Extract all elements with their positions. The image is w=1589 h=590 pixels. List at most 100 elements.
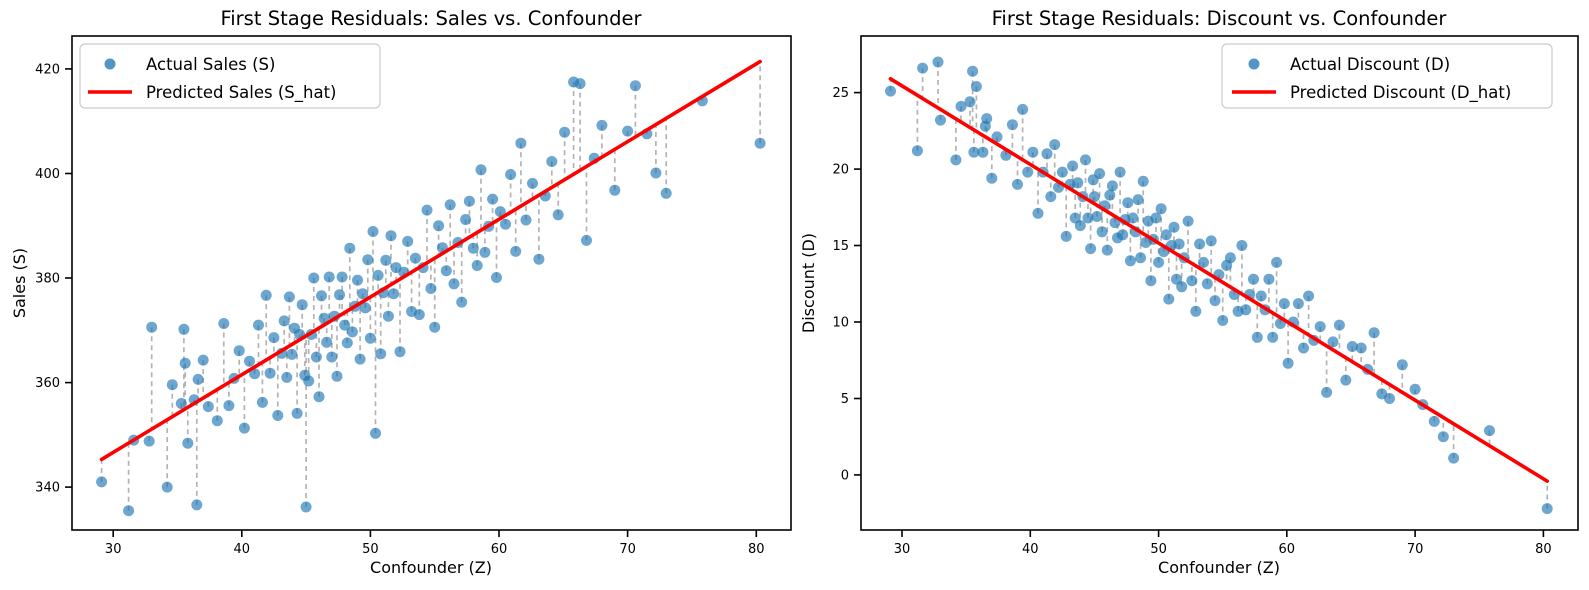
y-tick-label: 10	[832, 316, 849, 331]
x-tick-label: 50	[362, 542, 379, 557]
scatter-point	[1267, 331, 1279, 343]
scatter-point	[596, 119, 608, 131]
scatter-point	[357, 288, 369, 300]
scatter-point	[1072, 177, 1084, 189]
scatter-point	[1255, 290, 1267, 302]
x-tick-label: 80	[1535, 542, 1552, 557]
regression-line	[888, 77, 1549, 483]
scatter-point	[970, 81, 982, 92]
scatter-point	[166, 379, 178, 391]
scatter-point	[1201, 278, 1213, 290]
scatter-point	[1205, 235, 1217, 247]
scatter-point	[981, 113, 993, 125]
axes-spines	[860, 35, 1579, 531]
scatter-point	[977, 146, 989, 158]
scatter-point	[192, 373, 204, 385]
scatter-point	[143, 435, 155, 447]
scatter-point	[178, 323, 190, 335]
scatter-point	[364, 332, 376, 344]
scatter-point	[394, 346, 406, 358]
scatter-point	[1117, 229, 1129, 241]
plot-area: 30 40 50 60 70 80 340 360 380 400 420	[35, 35, 792, 557]
scatter-point	[1094, 168, 1106, 180]
scatter-point	[146, 321, 158, 333]
scatter-point	[622, 125, 634, 137]
scatter-point	[211, 415, 223, 427]
scatter-point	[510, 245, 522, 257]
scatter-point	[448, 278, 460, 290]
scatter-point	[352, 274, 363, 286]
scatter-point	[341, 337, 353, 349]
scatter-point	[967, 65, 979, 77]
scatter-point	[1032, 207, 1044, 219]
scatter-point	[559, 126, 571, 138]
scatter-point	[1355, 342, 1367, 354]
scatter-point	[323, 271, 335, 283]
x-tick-label: 60	[1279, 542, 1296, 557]
scatter-point	[754, 137, 766, 149]
x-tick-label: 70	[619, 542, 636, 557]
scatter-point	[161, 481, 173, 493]
scatter-point	[955, 100, 967, 112]
scatter-point	[1333, 319, 1345, 331]
scatter-point	[487, 193, 499, 205]
legend-label-predicted: Predicted Sales (S_hat)	[146, 83, 337, 103]
scatter-point	[1137, 175, 1149, 187]
scatter-point	[1409, 383, 1421, 395]
scatter-point	[917, 62, 929, 74]
x-tick-label: 40	[234, 542, 251, 557]
scatter-point	[1428, 415, 1440, 427]
scatter-point	[500, 218, 511, 230]
scatter-point	[1091, 211, 1103, 222]
scatter-point	[326, 351, 338, 363]
scatter-point	[475, 164, 487, 176]
scatter-point	[911, 145, 923, 157]
scatter-point	[1132, 194, 1144, 206]
scatter-point	[359, 302, 371, 314]
scatter-marker-icon	[104, 58, 116, 70]
x-axis-label: Confounder (Z)	[370, 558, 492, 577]
scatter-point	[308, 272, 320, 284]
scatter-point	[1085, 243, 1097, 255]
scatter-point	[1182, 215, 1194, 227]
scatter-point	[385, 230, 397, 242]
legend: Actual Sales (S) Predicted Sales (S_hat)	[79, 43, 381, 109]
scatter-point	[1303, 290, 1315, 302]
scatter-point	[574, 78, 586, 90]
scatter-point	[444, 199, 456, 211]
scatter-point	[1251, 331, 1263, 343]
x-tick-label: 30	[105, 542, 122, 557]
scatter-point	[950, 154, 962, 166]
scatter-point	[1484, 425, 1495, 437]
scatter-point	[313, 391, 325, 403]
scatter-point	[218, 318, 230, 329]
scatter-point	[253, 319, 264, 331]
scatter-point	[278, 315, 290, 327]
x-axis-label: Confounder (Z)	[1158, 558, 1280, 577]
scatter-point	[388, 288, 400, 300]
scatter-point	[197, 354, 209, 366]
scatter-point	[581, 234, 592, 246]
scatter-point	[433, 220, 445, 232]
y-tick-label: 360	[35, 376, 60, 391]
scatter-point	[375, 348, 387, 360]
scatter-point	[1271, 256, 1283, 268]
scatter-point	[191, 499, 203, 511]
scatter-point	[367, 226, 379, 237]
scatter-point	[354, 353, 366, 365]
scatter-point	[1060, 230, 1072, 242]
scatter-point	[1163, 293, 1175, 305]
scatter-point	[1194, 238, 1206, 250]
y-tick-label: 25	[832, 86, 849, 101]
scatter-point	[494, 206, 506, 218]
scatter-point	[1198, 256, 1209, 268]
scatter-point	[467, 242, 479, 254]
scatter-point	[505, 169, 517, 180]
scatter-point	[1006, 119, 1018, 131]
scatter-point	[456, 296, 468, 308]
y-axis-label: Sales (S)	[10, 248, 29, 318]
scatter-point	[546, 156, 558, 167]
scatter-point	[1340, 374, 1352, 386]
scatter-point	[1292, 298, 1304, 310]
scatter-point	[991, 131, 1003, 143]
